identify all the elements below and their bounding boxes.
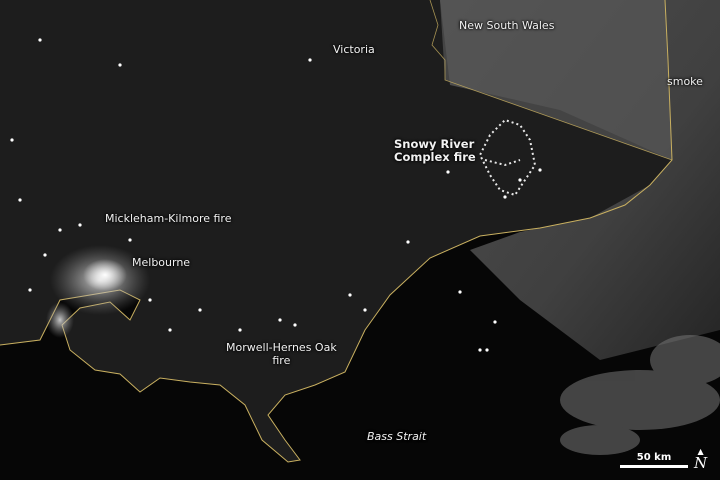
- light-point: [308, 58, 312, 62]
- north-arrow-label: N: [694, 454, 708, 472]
- light-point: [446, 170, 450, 174]
- light-point: [168, 328, 172, 332]
- light-point: [493, 320, 497, 324]
- label-snowy-river-fire: Snowy River Complex fire: [394, 138, 476, 164]
- smoke-haze-nsw: [440, 0, 672, 160]
- scale-bar-line: [620, 465, 688, 468]
- label-line: fire: [272, 354, 291, 367]
- light-point: [78, 223, 82, 227]
- light-point: [538, 168, 542, 172]
- melbourne-lights: [46, 245, 150, 338]
- light-point: [518, 178, 522, 182]
- light-point: [485, 348, 489, 352]
- light-point: [348, 293, 352, 297]
- label-new-south-wales: New South Wales: [459, 19, 555, 32]
- scale-bar-label: 50 km: [636, 452, 672, 463]
- light-point: [43, 253, 47, 257]
- label-melbourne: Melbourne: [132, 256, 191, 269]
- light-point: [58, 228, 62, 232]
- light-point: [128, 238, 132, 242]
- label-line: Complex fire: [394, 150, 476, 164]
- label-smoke: smoke: [667, 75, 703, 88]
- scattered-lights: [10, 38, 542, 352]
- light-point: [238, 328, 242, 332]
- light-point: [10, 138, 14, 142]
- light-point: [458, 290, 462, 294]
- light-point: [198, 308, 202, 312]
- light-point: [406, 240, 410, 244]
- label-morwell-hernes-oak-fire: Morwell-Hernes Oak fire: [226, 341, 337, 367]
- label-line: Morwell-Hernes Oak: [226, 341, 337, 354]
- scale-bar: 50 km: [620, 452, 688, 468]
- light-point: [28, 288, 32, 292]
- label-mickleham-kilmore-fire: Mickleham-Kilmore fire: [105, 212, 232, 225]
- light-point: [478, 348, 482, 352]
- light-point: [148, 298, 152, 302]
- light-point: [38, 38, 42, 42]
- light-point: [503, 195, 507, 199]
- label-bass-strait: Bass Strait: [367, 430, 427, 443]
- light-point: [278, 318, 282, 322]
- snowy-river-fire-lights: [478, 118, 537, 197]
- light-point: [363, 308, 367, 312]
- clouds: [560, 335, 720, 455]
- light-point: [293, 323, 297, 327]
- light-point: [18, 198, 22, 202]
- state-border: [429, 0, 673, 161]
- label-line: Snowy River: [394, 137, 475, 151]
- light-point: [118, 63, 122, 67]
- north-arrow-icon: ▲ N: [694, 447, 708, 472]
- label-victoria: Victoria: [333, 43, 375, 56]
- land-victoria: [0, 0, 672, 462]
